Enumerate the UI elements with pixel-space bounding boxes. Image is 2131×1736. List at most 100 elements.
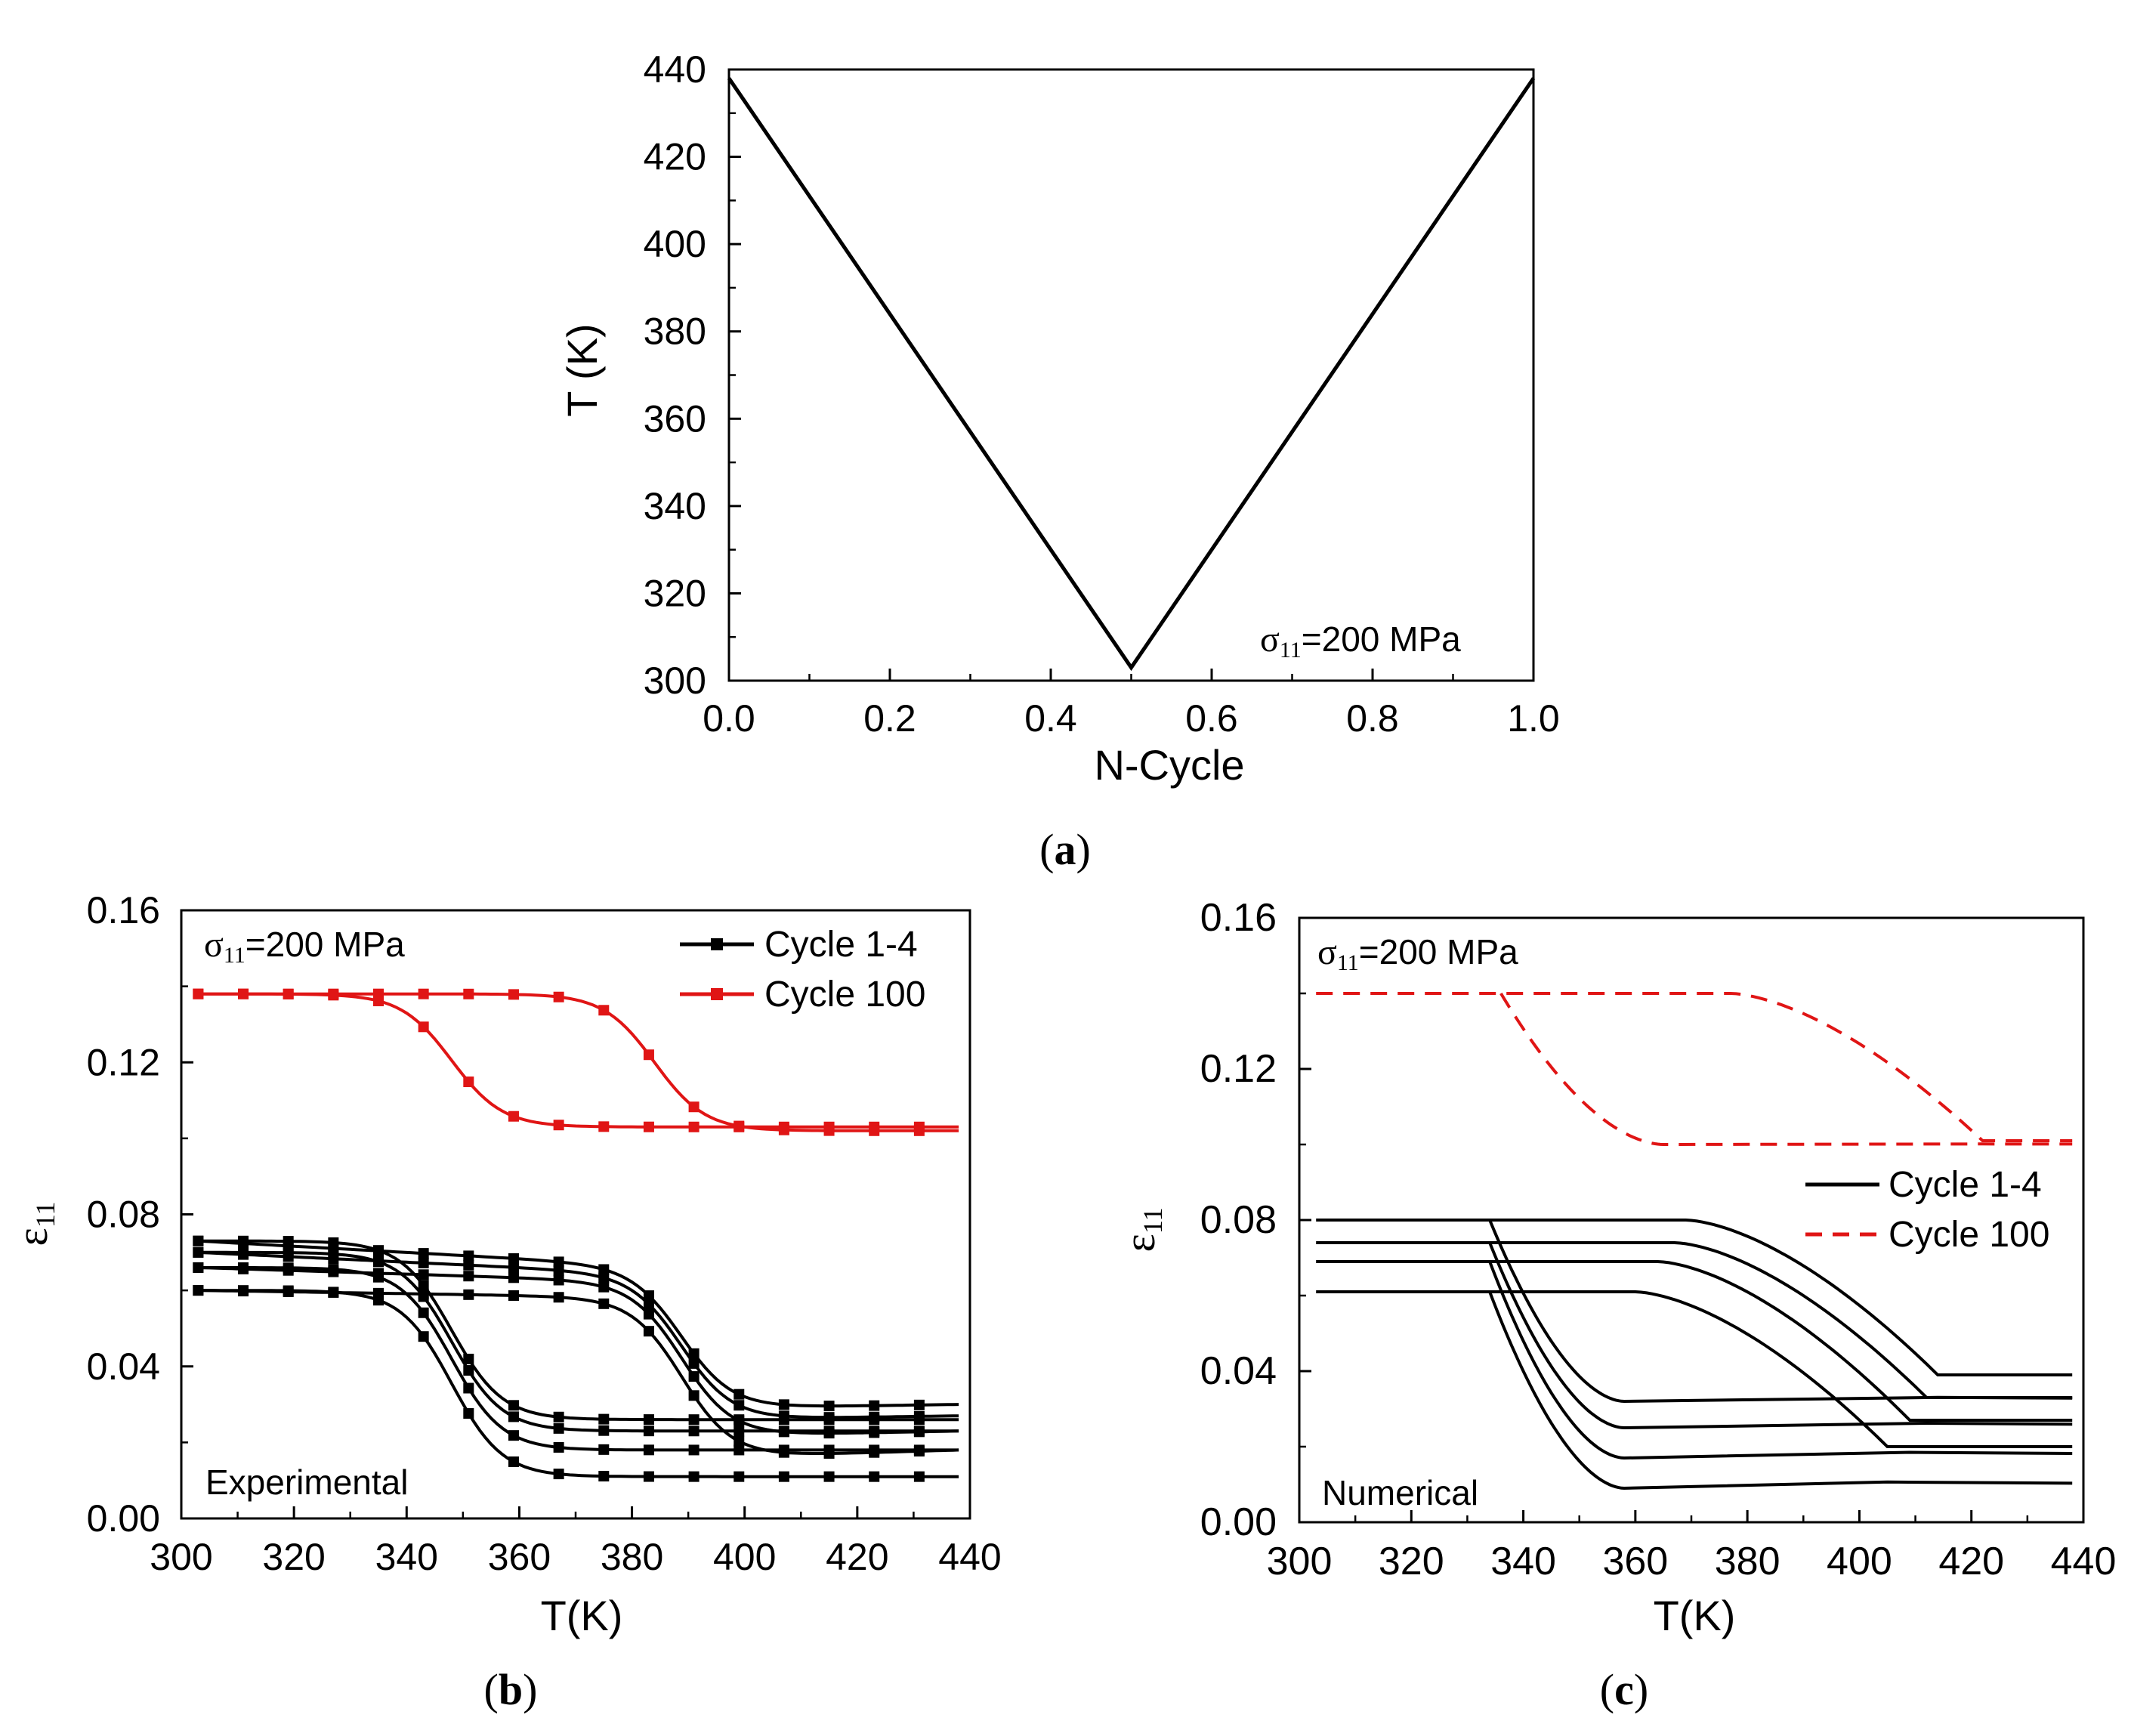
panel-c-x-tick-label: 420 [1938,1540,2004,1583]
panel-b-cycle-1-4-marker [913,1445,925,1456]
panel-c: 300 320 340 360 380 400 420 440 0.00 0.04 0.08 0.1… [1115,896,2116,1714]
panel-b-cycle-1-4-marker [688,1358,700,1369]
panel-b-cycle-1-4-loop [193,1235,959,1426]
panel-c-y-tick-label: 0.04 [1200,1349,1277,1393]
panel-c-cycle-100-loop [1316,992,2073,1147]
panel-c-cycle-1-4-cooling-line [1488,1261,2073,1460]
panel-c-legend-cycle-100: Cycle 100 [1889,1215,2049,1255]
panel-b-cycle-100-marker [869,1125,880,1136]
panel-a-y-tick-label: 440 [644,48,706,91]
panel-b-cycle-1-4-marker [733,1426,745,1437]
panel-c-cycle-1-4-loop [1316,1219,2073,1404]
panel-b-cycle-1-4-marker [778,1410,789,1422]
panel-b-cycle-1-4-marker [869,1400,880,1411]
panel-b-cycle-1-4-marker [508,1400,519,1411]
panel-b-cycle-1-4-marker [328,1266,339,1277]
panel-a-y-tick-label: 420 [644,136,706,178]
panel-b-legend-cycle-1-4: Cycle 1-4 [764,925,918,965]
panel-c-y-ticks: 0.00 0.04 0.08 0.12 0.16 [1200,896,1311,1544]
panel-c-x-tick-label: 340 [1490,1540,1556,1583]
panel-b-cycle-1-4-marker [688,1414,700,1426]
panel-b-cycle-1-4-marker [688,1444,700,1456]
panel-b-cycle-1-4-marker [463,1289,474,1300]
panel-a-x-axis-label: N-Cycle [1094,741,1244,789]
panel-b-cycle-100-marker [643,1121,654,1132]
panel-b-cycle-1-4-marker [463,1382,474,1394]
panel-a-y-tick-label: 400 [644,223,706,265]
panel-b-cycle-100-marker [508,989,519,1000]
panel-c-cycle-1-4-heating-line [1316,1241,2073,1399]
panel-b-y-tick-label: 0.08 [87,1194,160,1236]
panel-b-cycle-1-4-marker [463,1408,474,1419]
panel-b-cycle-1-4-marker [553,1256,564,1268]
panel-c-sigma-annotation: σ11=200 MPa [1317,932,1518,975]
panel-a-x-ticks: 0.0 0.2 0.4 0.6 0.8 1.0 [703,669,1560,740]
panel-b-cycle-1-4-marker [598,1413,610,1425]
panel-b-cycle-100-marker [508,1110,519,1122]
panel-a-temperature-line [727,77,1536,672]
panel-b-cycle-1-4-marker [823,1428,835,1439]
panel-b-cycle-1-4-marker [643,1414,654,1426]
panel-b-cycle-100-marker [553,1120,564,1131]
panel-a-x-tick-label: 0.2 [863,697,916,740]
panel-c-x-tick-label: 360 [1602,1540,1668,1583]
panel-a-y-tick-label: 300 [644,659,706,702]
panel-b-cycle-1-4-marker [418,1248,429,1259]
panel-b-cycle-1-4-marker [688,1426,700,1437]
panel-b-cycle-1-4-marker [418,1331,429,1342]
panel-b-cycle-1-4-marker [508,1456,519,1467]
panel-b-cycle-1-4-marker [193,1262,204,1273]
panel-b-cycle-100-marker [463,988,474,999]
panel-c-y-axis-label: ε11 [1115,1207,1168,1252]
panel-b-cycle-1-4-marker [463,1271,474,1282]
panel-c-cycle-1-4-loop [1316,1290,2073,1490]
panel-b-cycle-1-4-marker [418,1257,429,1268]
panel-a-x-tick-label: 0.6 [1185,697,1238,740]
panel-b-cycle-1-4-marker [553,1469,564,1480]
panel-b-cycle-1-4-marker [328,1287,339,1298]
panel-b-corner-text: Experimental [205,1463,408,1502]
panel-b-x-tick-label: 300 [150,1536,212,1578]
panel-b-x-tick-label: 440 [938,1536,1001,1578]
panel-c-cycle-1-4-heating-line [1316,1290,2073,1448]
panel-b-cycle-100-marker [373,988,384,999]
panel-b-cycle-1-4-marker [598,1272,610,1283]
panel-b-cycle-1-4-marker [643,1444,654,1456]
panel-c-cycle-1-4-loop [1316,1241,2073,1430]
panel-b-y-axis-label: ε11 [8,1201,60,1246]
panel-b-x-tick-label: 320 [262,1536,325,1578]
panel-c-x-tick-label: 400 [1827,1540,1892,1583]
panel-b-x-ticks: 300 320 340 360 380 400 420 440 [150,1506,1002,1578]
panel-b-cycle-1-4-marker [463,1365,474,1376]
panel-b-cycle-1-4-cooling-line [198,1250,959,1433]
panel-b-cycle-100-marker [418,1021,429,1033]
panel-b-x-tick-label: 400 [713,1536,776,1578]
panel-c-caption: (c) [1600,1665,1648,1714]
panel-b-cycle-1-4-marker [328,1253,339,1265]
panel-b-cycle-1-4-marker [688,1390,700,1401]
panel-c-cycle-1-4-cooling-line [1488,1291,2073,1490]
panel-b-cycle-1-4-marker [869,1427,880,1438]
panel-b-cycle-1-4-marker [553,1292,564,1303]
panel-c-x-tick-label: 320 [1379,1540,1444,1583]
panel-b-cycle-1-4-marker [598,1281,610,1293]
panel-c-y-tick-label: 0.16 [1200,896,1277,940]
panel-b-cycle-1-4-marker [869,1471,880,1482]
panel-c-x-tick-label: 300 [1267,1540,1333,1583]
panel-b-cycle-100-marker [733,1120,745,1132]
panel-b-cycle-100-marker [553,991,564,1002]
panel-b-cycle-1-4-marker [508,1272,519,1283]
panel-a-x-tick-label: 0.4 [1024,697,1077,740]
panel-c-cycle-1-4-heating-line [1316,1219,2073,1376]
panel-a-y-tick-label: 320 [644,572,706,614]
panel-b-cycle-1-4-marker [553,1274,564,1286]
panel-c-x-tick-label: 440 [2051,1540,2117,1583]
panel-b-cycle-1-4-marker [733,1400,745,1411]
panel-b-cycle-1-4-marker [778,1426,789,1438]
panel-b-cycle-1-4-marker [913,1399,925,1410]
panel-b-cycle-1-4-marker [598,1425,610,1436]
panel-b-cycle-1-4-marker [733,1444,745,1456]
panel-b-y-ticks: 0.00 0.04 0.08 0.12 0.16 [87,889,193,1540]
panel-b-cycle-1-4-marker [418,1288,429,1299]
